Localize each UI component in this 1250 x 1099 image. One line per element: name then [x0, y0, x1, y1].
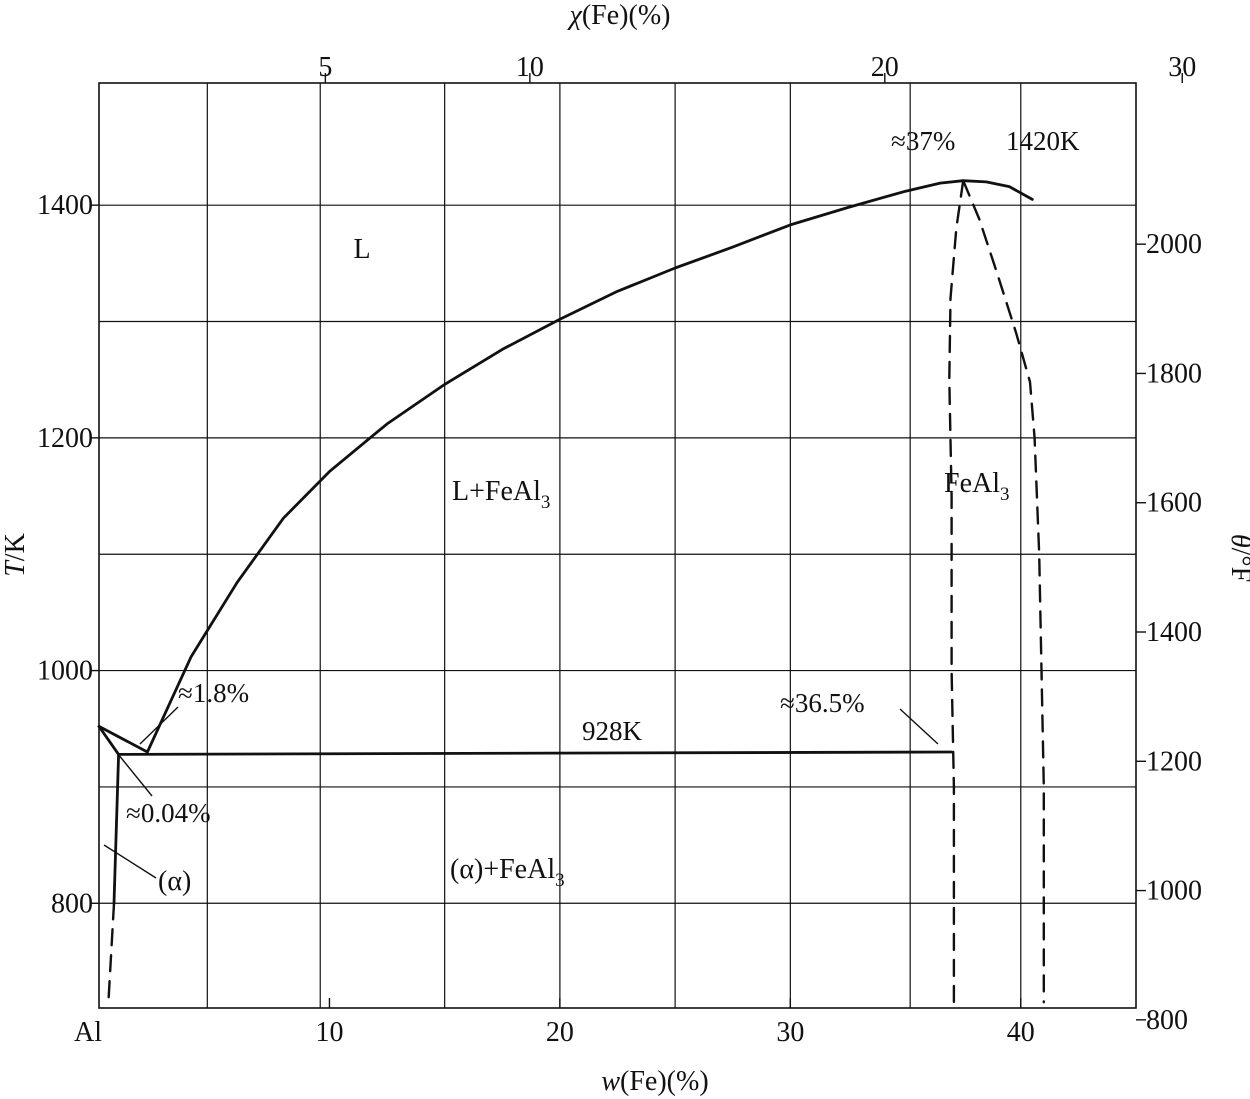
- eutectic-temperature-label: 928K: [582, 716, 643, 746]
- left-tick-label: 1200: [37, 423, 93, 454]
- bottom-tick-label: 40: [1007, 1017, 1035, 1048]
- compound-edge-label: ≈36.5%: [780, 688, 865, 718]
- plot-frame: [98, 82, 1137, 1009]
- maximum-composition-label: ≈37%: [891, 126, 955, 156]
- leader-layer: [103, 706, 939, 879]
- phase-boundary-solid: [112, 753, 120, 905]
- leader-line-1-8: [139, 706, 179, 745]
- origin-label: Al: [74, 1017, 102, 1048]
- region-alpha-feal3: (α)+FeAl3: [450, 854, 565, 891]
- phase-boundary-dashed: [107, 902, 116, 1007]
- eutectic-composition-label: ≈1.8%: [178, 678, 249, 708]
- right-tick-label: 1000: [1146, 876, 1202, 907]
- bottom-tick-label: 10: [315, 1017, 343, 1048]
- right-tick-label: 1600: [1146, 488, 1202, 519]
- region-feal3: FeAl3: [944, 468, 1010, 505]
- phase-boundary-solid: [97, 725, 953, 756]
- bottom-tick-label: 20: [546, 1017, 574, 1048]
- tick-layer: 1020304080010001200140051020304050608001…: [37, 52, 1202, 1048]
- solubility-label: ≈0.04%: [126, 798, 211, 828]
- phase-boundary-solid: [97, 179, 1034, 754]
- bottom-tick-label: 30: [776, 1017, 804, 1048]
- right-tick-label: 1400: [1146, 617, 1202, 648]
- right-tick-label: 1200: [1146, 746, 1202, 777]
- maximum-temperature-label: 1420K: [1006, 126, 1080, 156]
- grid-layer: [99, 83, 1136, 1008]
- leader-line-alpha: [103, 844, 157, 879]
- phase-boundary-dashed: [962, 179, 1045, 1004]
- top-tick-label: 30: [1168, 52, 1196, 83]
- top-tick-label: 10: [516, 52, 544, 83]
- right-tick-label: 800: [1146, 1005, 1188, 1036]
- phase-boundary-dashed: [948, 179, 965, 1004]
- region-liquid-feal3: L+FeAl3: [452, 476, 550, 513]
- leader-line-0-04: [117, 753, 153, 797]
- left-axis-title: T/K: [0, 533, 31, 577]
- region-liquid: L: [353, 234, 370, 265]
- left-tick-label: 800: [51, 888, 93, 919]
- left-tick-label: 1000: [37, 656, 93, 687]
- right-tick-label: 1800: [1146, 358, 1202, 389]
- bottom-axis-title: w(Fe)(%): [601, 1066, 708, 1097]
- leader-line-36-5: [899, 708, 939, 745]
- right-tick-label: 2000: [1146, 229, 1202, 260]
- label-alpha: (α): [158, 866, 191, 897]
- curve-layer: [97, 179, 1045, 1007]
- top-tick-label: 20: [871, 52, 899, 83]
- left-tick-label: 1400: [37, 190, 93, 221]
- top-axis-title: χ(Fe)(%): [567, 0, 671, 31]
- right-axis-title: θ/°F: [1225, 534, 1250, 582]
- top-tick-label: 5: [318, 52, 332, 83]
